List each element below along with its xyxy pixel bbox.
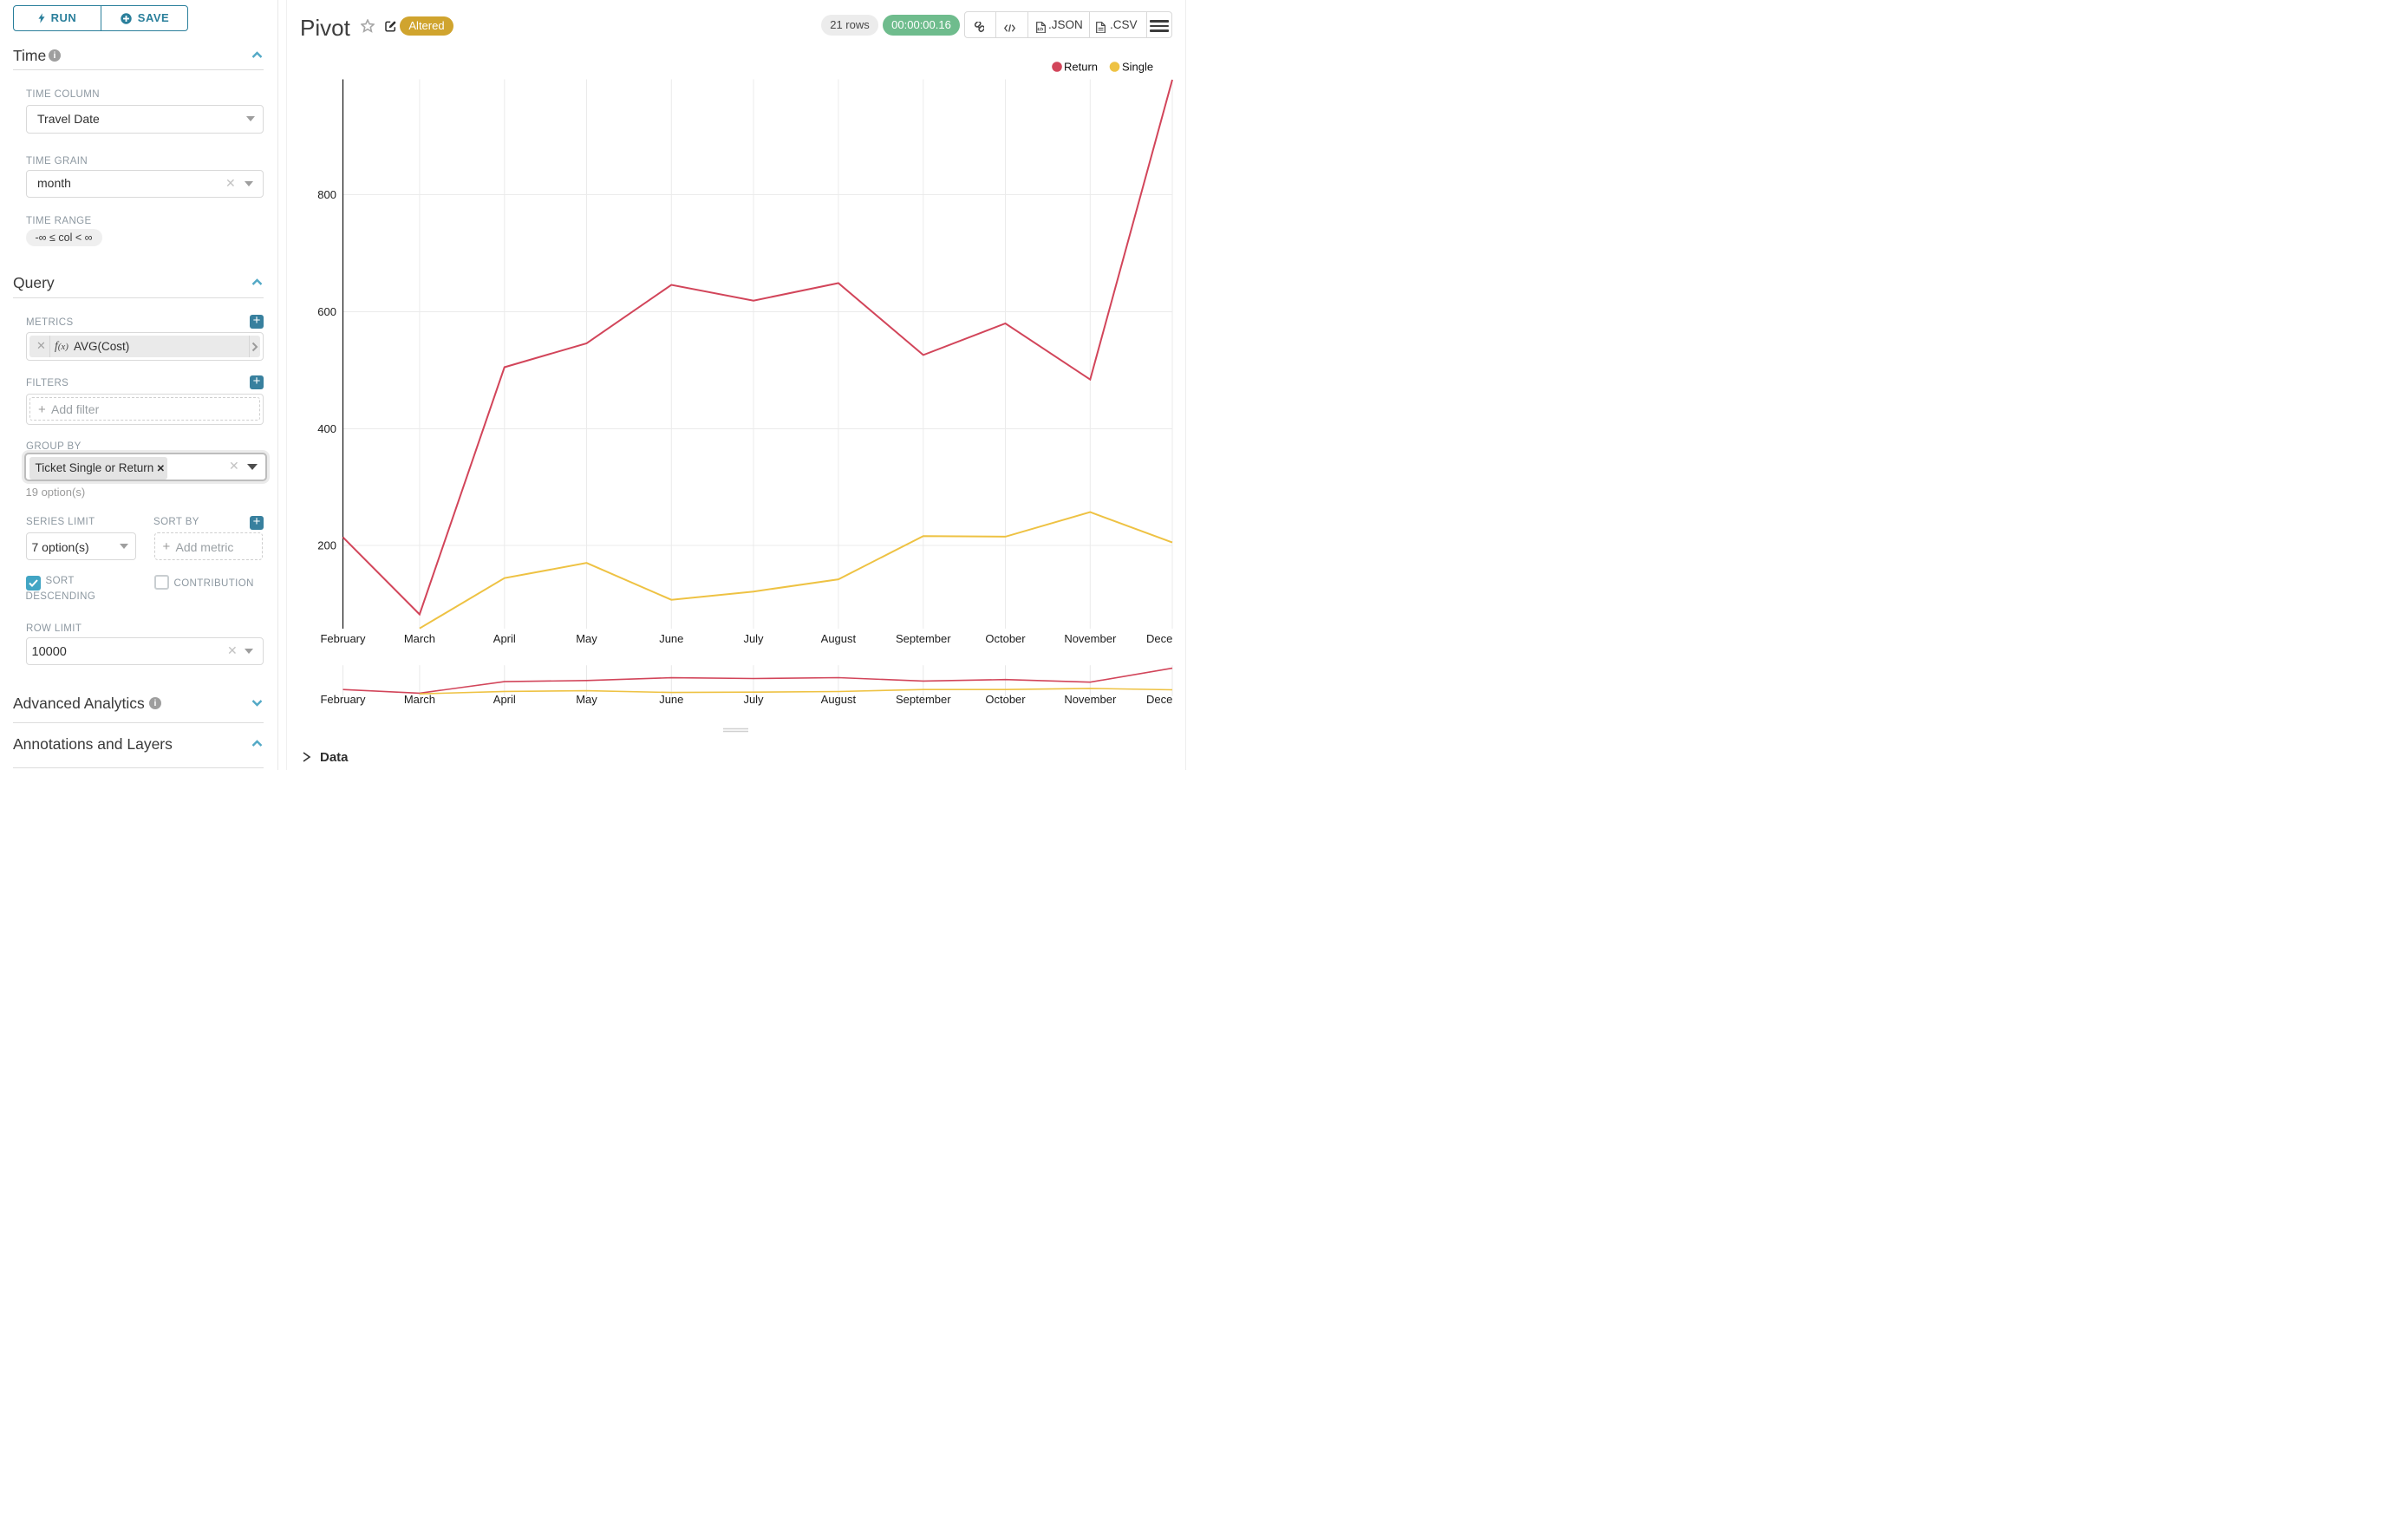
svg-text:May: May xyxy=(576,693,597,706)
svg-text:September: September xyxy=(896,693,951,706)
svg-text:October: October xyxy=(985,693,1026,706)
svg-text:September: September xyxy=(896,632,951,645)
svg-text:April: April xyxy=(493,632,516,645)
svg-text:November: November xyxy=(1064,632,1117,645)
svg-text:December: December xyxy=(1146,632,1190,645)
svg-text:800: 800 xyxy=(317,188,336,201)
svg-text:November: November xyxy=(1064,693,1117,706)
svg-text:July: July xyxy=(743,632,764,645)
svg-text:March: March xyxy=(404,632,435,645)
svg-text:June: June xyxy=(659,693,683,706)
svg-text:October: October xyxy=(985,632,1026,645)
svg-text:July: July xyxy=(743,693,764,706)
svg-text:June: June xyxy=(659,632,683,645)
svg-text:Return: Return xyxy=(1064,61,1098,74)
svg-text:April: April xyxy=(493,693,516,706)
svg-text:May: May xyxy=(576,632,597,645)
svg-text:February: February xyxy=(320,632,366,645)
svg-text:August: August xyxy=(821,632,857,645)
svg-text:March: March xyxy=(404,693,435,706)
svg-text:February: February xyxy=(320,693,366,706)
svg-text:200: 200 xyxy=(317,539,336,552)
svg-text:December: December xyxy=(1146,693,1190,706)
svg-text:600: 600 xyxy=(317,305,336,318)
svg-text:August: August xyxy=(821,693,857,706)
svg-text:Single: Single xyxy=(1122,61,1153,74)
svg-text:400: 400 xyxy=(317,422,336,435)
